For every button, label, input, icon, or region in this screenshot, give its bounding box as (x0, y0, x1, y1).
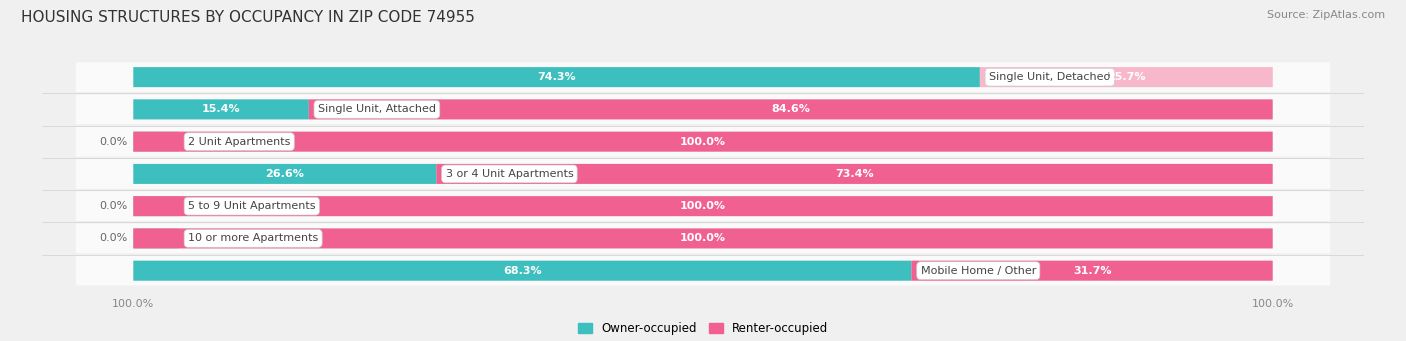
Text: 100.0%: 100.0% (681, 234, 725, 243)
FancyBboxPatch shape (134, 228, 1272, 249)
Text: Source: ZipAtlas.com: Source: ZipAtlas.com (1267, 10, 1385, 20)
Text: 100.0%: 100.0% (681, 201, 725, 211)
Text: 0.0%: 0.0% (100, 201, 128, 211)
FancyBboxPatch shape (134, 228, 179, 249)
FancyBboxPatch shape (134, 196, 1272, 216)
Text: Single Unit, Attached: Single Unit, Attached (318, 104, 436, 114)
Text: 84.6%: 84.6% (772, 104, 810, 114)
Text: 2 Unit Apartments: 2 Unit Apartments (188, 137, 291, 147)
FancyBboxPatch shape (980, 67, 1272, 87)
FancyBboxPatch shape (134, 67, 980, 87)
FancyBboxPatch shape (134, 164, 1272, 184)
FancyBboxPatch shape (76, 191, 1330, 221)
Text: 15.4%: 15.4% (201, 104, 240, 114)
Text: 10 or more Apartments: 10 or more Apartments (188, 234, 318, 243)
Text: 31.7%: 31.7% (1073, 266, 1111, 276)
Text: Mobile Home / Other: Mobile Home / Other (921, 266, 1036, 276)
Text: 100.0%: 100.0% (681, 137, 725, 147)
FancyBboxPatch shape (134, 196, 1272, 216)
FancyBboxPatch shape (134, 132, 1272, 152)
FancyBboxPatch shape (76, 224, 1330, 253)
Text: HOUSING STRUCTURES BY OCCUPANCY IN ZIP CODE 74955: HOUSING STRUCTURES BY OCCUPANCY IN ZIP C… (21, 10, 475, 25)
FancyBboxPatch shape (76, 62, 1330, 92)
Text: 26.6%: 26.6% (266, 169, 304, 179)
FancyBboxPatch shape (134, 261, 911, 281)
FancyBboxPatch shape (134, 132, 179, 152)
FancyBboxPatch shape (134, 196, 179, 216)
Text: 0.0%: 0.0% (100, 137, 128, 147)
FancyBboxPatch shape (76, 94, 1330, 124)
FancyBboxPatch shape (134, 99, 1272, 119)
FancyBboxPatch shape (134, 67, 1272, 87)
FancyBboxPatch shape (134, 164, 436, 184)
FancyBboxPatch shape (134, 228, 1272, 249)
Text: Single Unit, Detached: Single Unit, Detached (988, 72, 1111, 82)
FancyBboxPatch shape (134, 99, 309, 119)
Text: 0.0%: 0.0% (100, 234, 128, 243)
Text: 3 or 4 Unit Apartments: 3 or 4 Unit Apartments (446, 169, 574, 179)
FancyBboxPatch shape (309, 99, 1272, 119)
FancyBboxPatch shape (134, 261, 1272, 281)
FancyBboxPatch shape (76, 159, 1330, 189)
Text: 73.4%: 73.4% (835, 169, 875, 179)
Text: 5 to 9 Unit Apartments: 5 to 9 Unit Apartments (188, 201, 315, 211)
FancyBboxPatch shape (76, 127, 1330, 157)
FancyBboxPatch shape (76, 256, 1330, 285)
FancyBboxPatch shape (436, 164, 1272, 184)
FancyBboxPatch shape (134, 132, 1272, 152)
Text: 68.3%: 68.3% (503, 266, 541, 276)
Text: 74.3%: 74.3% (537, 72, 576, 82)
Text: 25.7%: 25.7% (1107, 72, 1146, 82)
Legend: Owner-occupied, Renter-occupied: Owner-occupied, Renter-occupied (572, 317, 834, 340)
FancyBboxPatch shape (911, 261, 1272, 281)
